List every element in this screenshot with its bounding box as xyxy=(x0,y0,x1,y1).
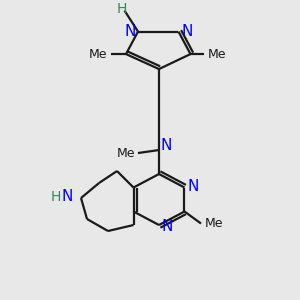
Text: N: N xyxy=(181,24,193,39)
Text: N: N xyxy=(161,138,172,153)
Text: Me: Me xyxy=(117,146,135,160)
Text: Me: Me xyxy=(205,217,224,230)
Text: N: N xyxy=(62,189,73,204)
Text: N: N xyxy=(125,24,136,39)
Text: Me: Me xyxy=(208,48,227,61)
Text: N: N xyxy=(187,178,199,194)
Text: H: H xyxy=(50,190,61,203)
Text: H: H xyxy=(116,2,127,16)
Text: Me: Me xyxy=(88,48,107,61)
Text: N: N xyxy=(162,219,173,234)
